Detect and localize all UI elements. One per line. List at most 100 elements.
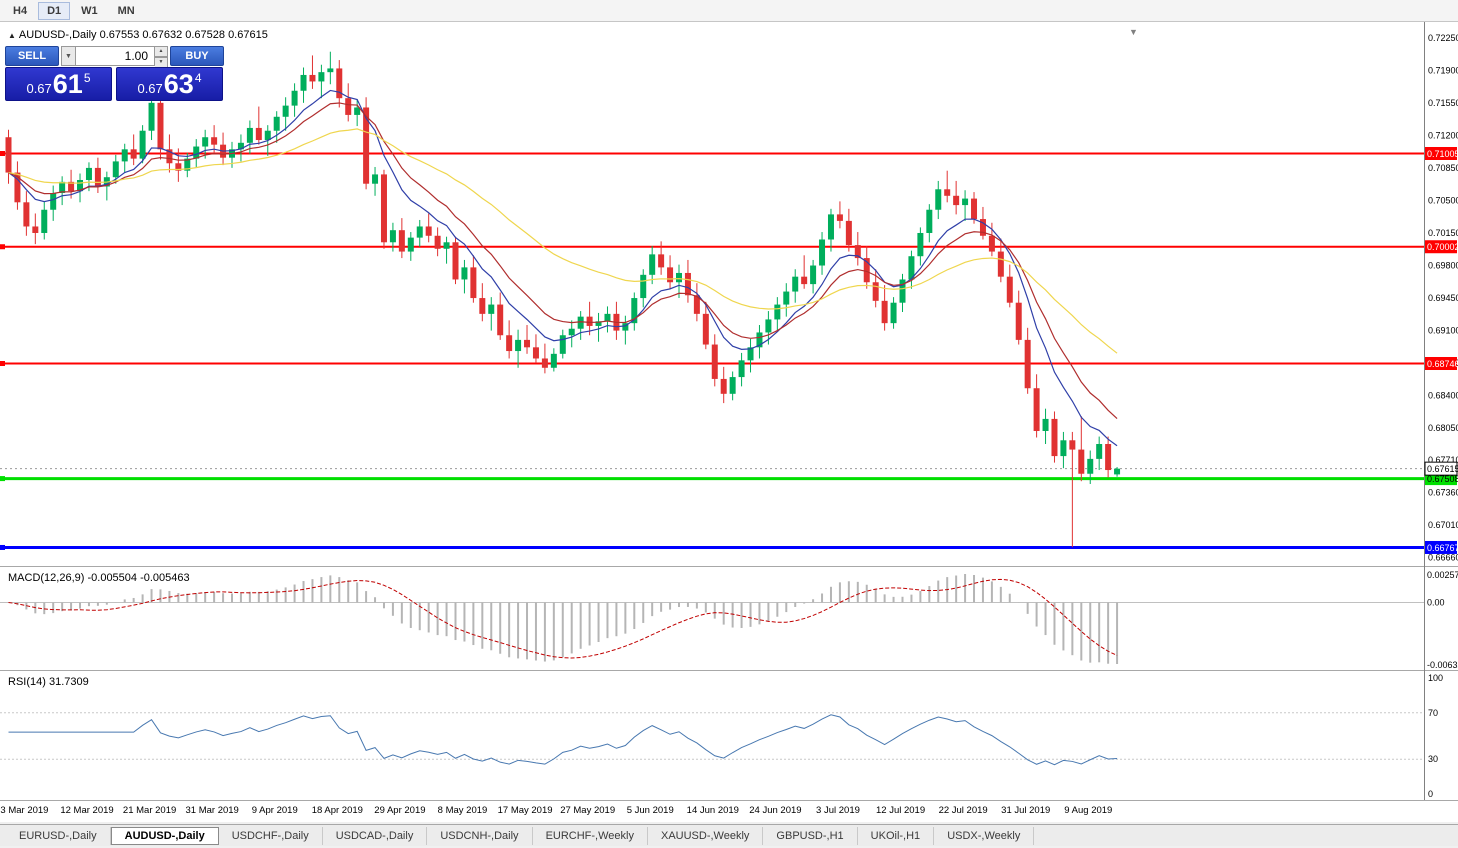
chart-marker-icon: ▲ [8,31,16,40]
candles-layer[interactable] [5,51,1121,548]
candle-body [747,347,754,361]
candle-body [318,72,325,82]
candle-body [345,98,352,115]
candle-body [184,158,191,171]
svg-text:14 Jun 2019: 14 Jun 2019 [687,805,739,816]
candle-body [783,291,790,305]
candle-body [372,174,379,184]
candle-body [1033,388,1040,431]
svg-text:3 Jul 2019: 3 Jul 2019 [816,805,860,816]
svg-text:29 Apr 2019: 29 Apr 2019 [374,805,425,816]
svg-text:27 May 2019: 27 May 2019 [560,805,615,816]
candle-body [443,242,450,249]
rsi-pane[interactable]: 100 70 30 0 [0,673,1443,799]
candle-body [5,137,12,173]
candle-body [1051,418,1058,457]
chart-tab-usdcnh[interactable]: USDCNH-,Daily [427,826,533,845]
candle-body [148,102,155,131]
macd-signal-line [8,578,1118,659]
candle-body [1096,444,1103,459]
candle-body [801,276,808,285]
level-lines[interactable]: 0.71005 0.70002 0.68746 0.67508 0.66767 0.676… [0,146,1458,554]
chart-tab-ukoil[interactable]: UKOil-,H1 [858,826,935,845]
svg-text:0.00: 0.00 [1427,597,1445,607]
candle-body [702,313,709,345]
svg-text:30: 30 [1428,754,1438,764]
candle-body [908,256,915,280]
candle-body [1006,276,1013,303]
candle-body [237,142,244,150]
svg-text:0.67508: 0.67508 [1427,474,1458,484]
rsi-indicator-label: RSI(14) 31.7309 [8,676,89,688]
price-chart[interactable]: 0.72250 0.71900 0.71550 0.71200 0.70850 0.705… [0,22,1458,822]
candle-body [1060,440,1067,457]
candle-body [327,68,334,73]
rsi-line [8,714,1118,766]
candle-body [720,378,727,394]
chart-ohlc: 0.67553 0.67632 0.67528 0.67615 [99,29,268,41]
sell-price-display[interactable]: 0.67 61 5 [5,67,112,101]
chart-tab-xauusd[interactable]: XAUUSD-,Weekly [648,826,764,845]
candle-body [211,137,218,145]
svg-text:0.70002: 0.70002 [1427,242,1458,252]
ma-line-medium [8,102,1118,420]
candle-body [434,235,441,249]
timeframe-button-h4[interactable]: H4 [4,2,36,20]
candle-body [667,267,674,283]
candle-body [77,179,84,192]
candle-body [676,272,682,283]
candle-body [425,226,432,236]
chart-tab-eurchf[interactable]: EURCHF-,Weekly [533,826,648,845]
candle-body [389,230,396,243]
candle-body [935,189,942,210]
volume-dropdown-icon[interactable]: ▼ [61,46,76,66]
candle-body [658,254,665,268]
chart-tab-usdcad[interactable]: USDCAD-,Daily [323,826,428,845]
timeframe-toolbar: H4 D1 W1 MN [0,0,1458,22]
svg-text:0.70850: 0.70850 [1428,163,1458,173]
svg-text:21 Mar 2019: 21 Mar 2019 [123,805,176,816]
volume-spinner: ▲ ▼ [155,46,168,68]
volume-input[interactable]: 1.00 [76,46,155,66]
timeframe-button-w1[interactable]: W1 [72,2,107,20]
candle-body [917,232,924,257]
svg-text:0.67010: 0.67010 [1428,520,1458,530]
time-scale[interactable]: 3 Mar 2019 12 Mar 2019 21 Mar 2019 31 Mar 2… [0,805,1112,816]
candle-body [962,198,969,206]
candle-body [94,167,101,187]
svg-text:3 Mar 2019: 3 Mar 2019 [0,805,48,816]
svg-text:0.68400: 0.68400 [1428,391,1458,401]
candle-body [756,332,763,348]
timeframe-button-mn[interactable]: MN [109,2,144,20]
candle-body [14,172,21,203]
buy-price-display[interactable]: 0.67 63 4 [116,67,223,101]
candle-body [68,181,75,192]
candle-body [166,149,173,164]
price-scale[interactable]: 0.72250 0.71900 0.71550 0.71200 0.70850 0.705… [1428,33,1458,563]
candle-body [577,316,584,329]
spin-up-icon[interactable]: ▲ [155,46,168,57]
candle-body [506,335,513,352]
candle-body [193,146,200,159]
svg-text:24 Jun 2019: 24 Jun 2019 [749,805,801,816]
svg-text:18 Apr 2019: 18 Apr 2019 [312,805,363,816]
candle-body [899,279,906,303]
candle-body [622,323,629,331]
sell-button[interactable]: SELL [5,46,59,66]
candle-body [488,304,495,314]
chart-tab-eurusd[interactable]: EURUSD-,Daily [6,826,111,845]
candle-body [836,214,843,221]
chart-tab-usdchf[interactable]: USDCHF-,Daily [219,826,323,845]
candle-body [1024,339,1031,389]
svg-text:0.70150: 0.70150 [1428,228,1458,238]
svg-text:0.66660: 0.66660 [1428,552,1458,562]
candle-body [711,344,718,379]
chart-tab-audusd[interactable]: AUDUSD-,Daily [110,826,219,845]
timeframe-button-d1[interactable]: D1 [38,1,71,20]
chart-tab-usdx[interactable]: USDX-,Weekly [934,826,1035,845]
macd-pane[interactable]: 0.002574 0.00 -0.00632 [0,570,1458,670]
buy-button[interactable]: BUY [170,46,224,66]
candle-body [398,230,405,252]
candle-body [532,347,539,359]
chart-tab-gbpusd[interactable]: GBPUSD-,H1 [763,826,858,845]
